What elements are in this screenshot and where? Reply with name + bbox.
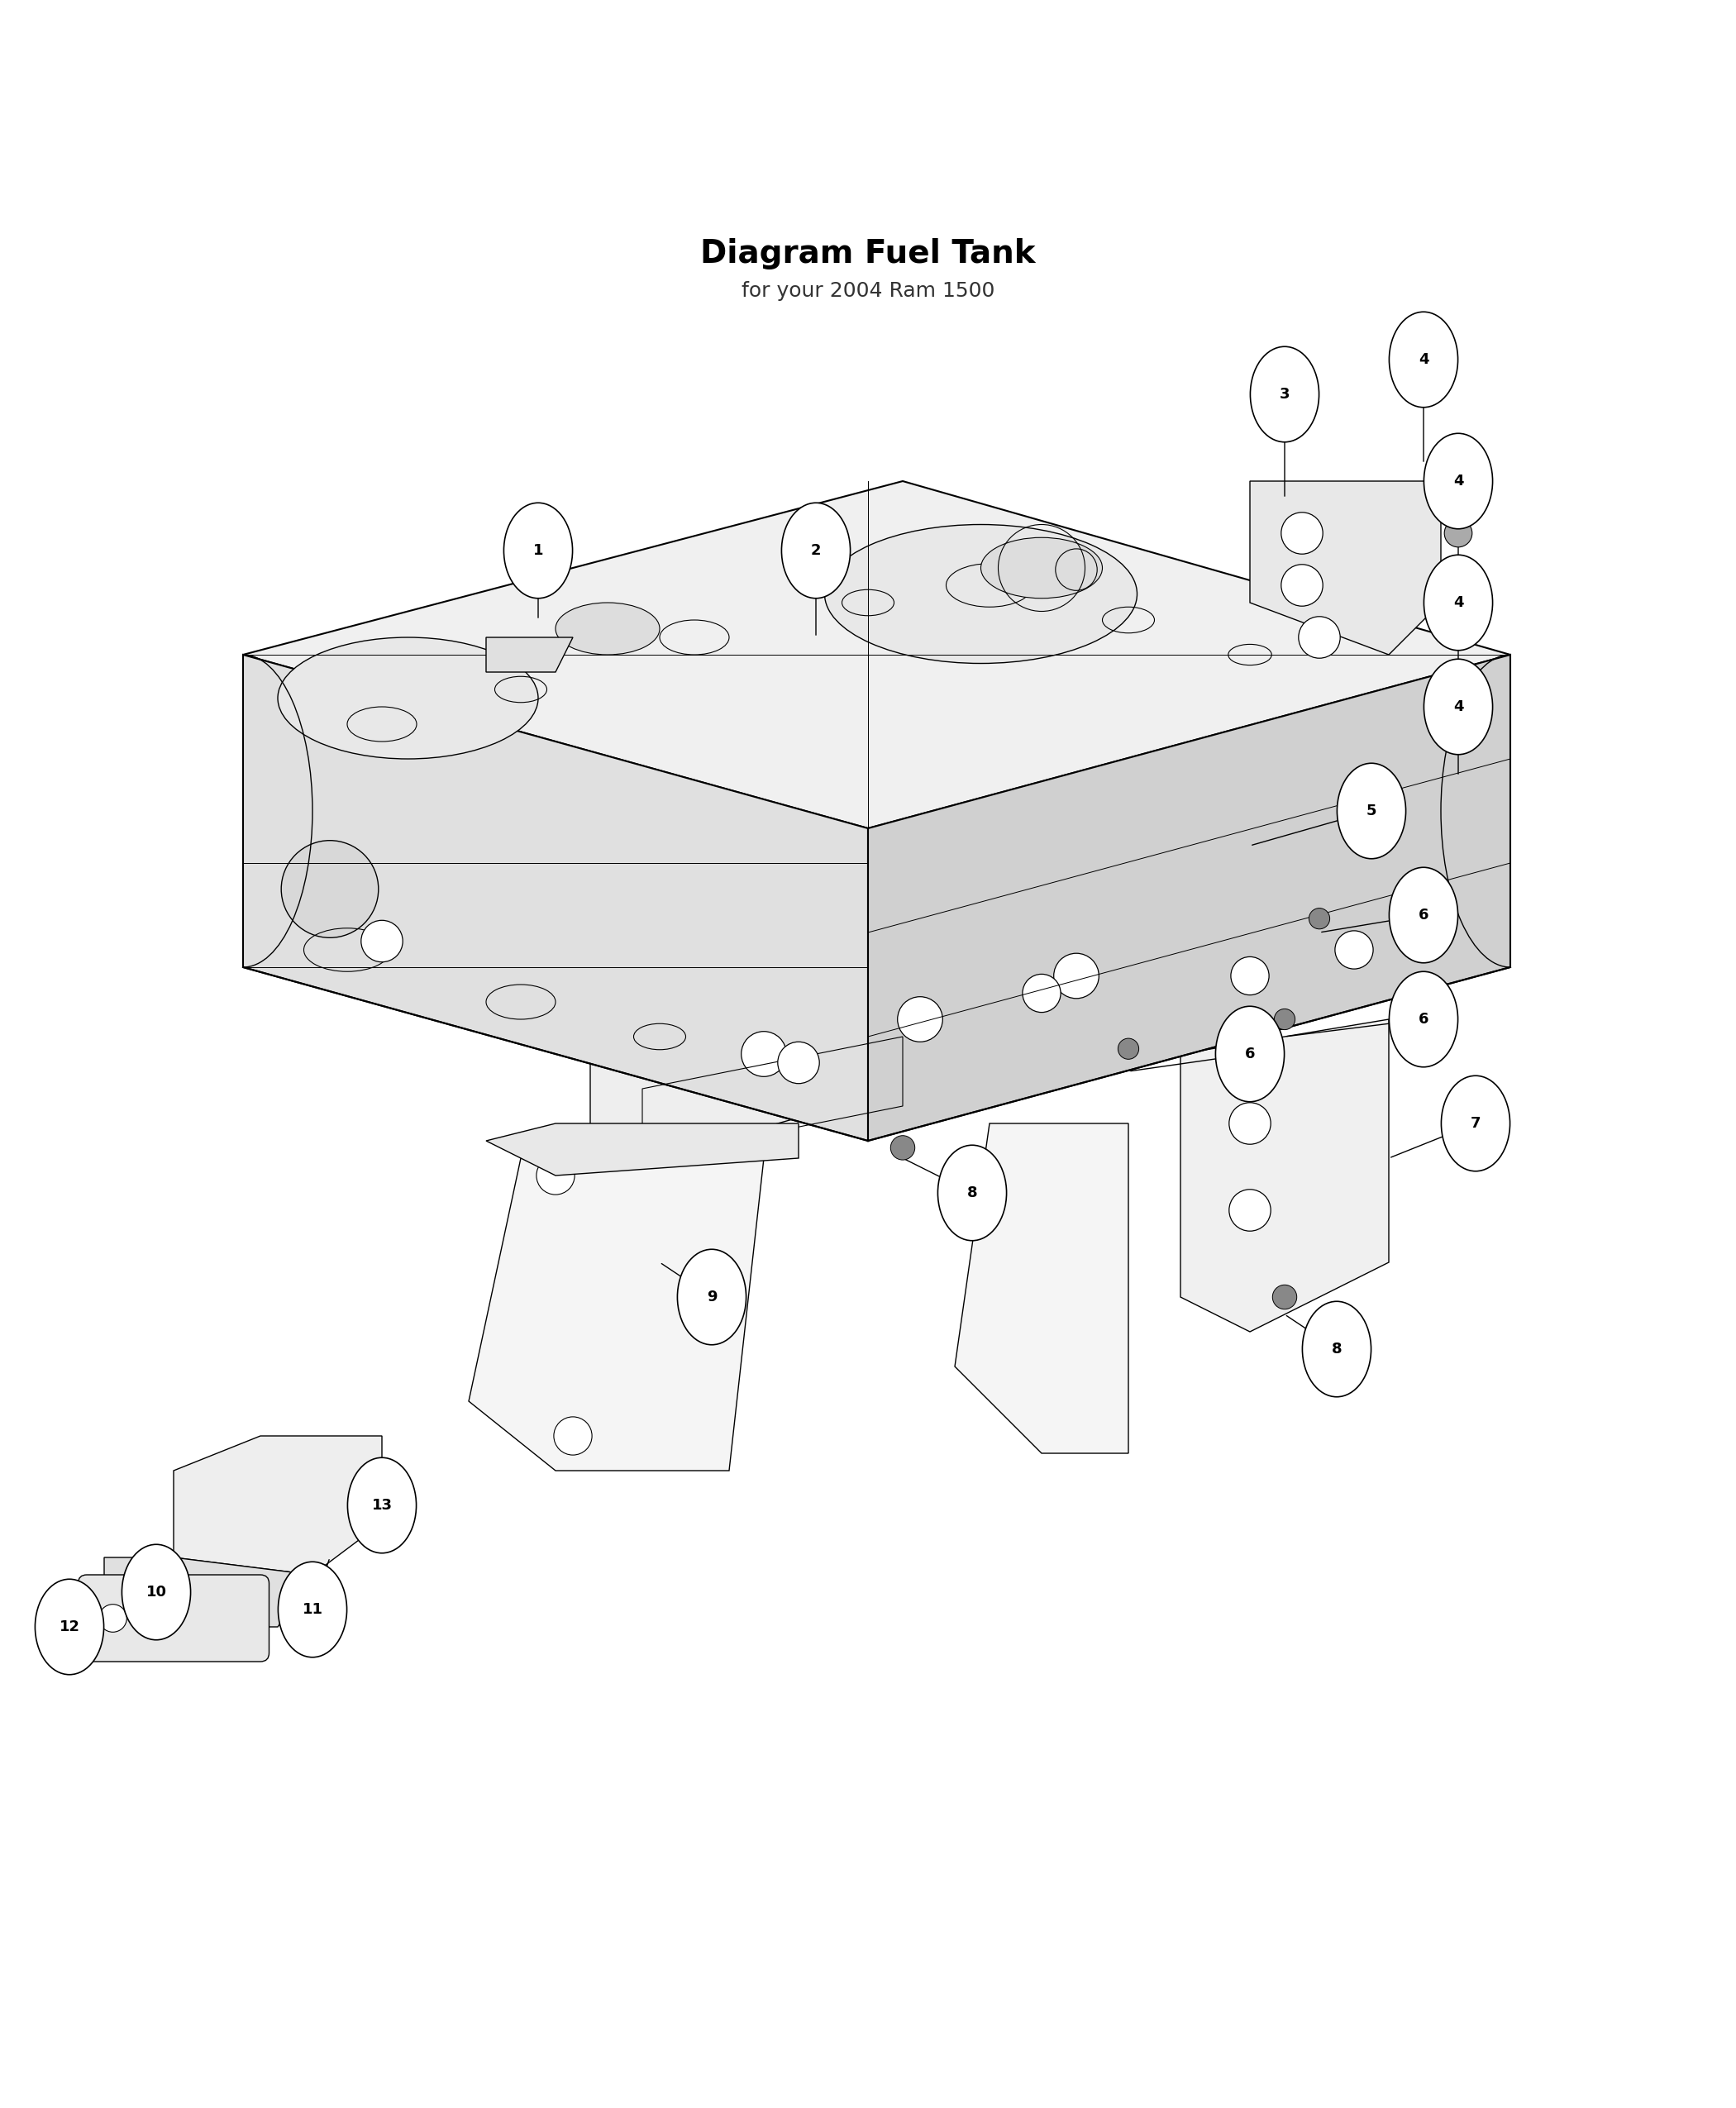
Text: 3: 3 — [1279, 388, 1290, 403]
Circle shape — [1444, 519, 1472, 548]
Circle shape — [554, 1417, 592, 1455]
Text: 4: 4 — [1453, 700, 1463, 715]
Ellipse shape — [122, 1545, 191, 1640]
Polygon shape — [104, 1558, 312, 1627]
Ellipse shape — [1389, 972, 1458, 1067]
Polygon shape — [469, 1157, 764, 1471]
Polygon shape — [590, 881, 1215, 1176]
Circle shape — [99, 1604, 127, 1632]
Ellipse shape — [1250, 346, 1319, 443]
Text: Diagram Fuel Tank: Diagram Fuel Tank — [700, 238, 1036, 270]
Circle shape — [778, 1041, 819, 1084]
Polygon shape — [1180, 1020, 1389, 1332]
Ellipse shape — [1441, 1075, 1510, 1172]
Circle shape — [1118, 1039, 1139, 1058]
Ellipse shape — [1424, 434, 1493, 529]
Circle shape — [1444, 445, 1472, 472]
Ellipse shape — [35, 1579, 104, 1674]
Text: 7: 7 — [1470, 1115, 1481, 1130]
Circle shape — [1023, 974, 1061, 1012]
Circle shape — [1281, 565, 1323, 607]
Text: 5: 5 — [1366, 803, 1377, 818]
Ellipse shape — [278, 1562, 347, 1657]
Ellipse shape — [503, 504, 573, 599]
Circle shape — [1281, 512, 1323, 554]
Text: 9: 9 — [707, 1290, 717, 1305]
Polygon shape — [1250, 481, 1441, 656]
Circle shape — [1444, 675, 1472, 704]
Circle shape — [1231, 957, 1269, 995]
Circle shape — [1309, 909, 1330, 930]
Circle shape — [536, 1157, 575, 1195]
Polygon shape — [486, 637, 573, 672]
FancyBboxPatch shape — [78, 1575, 269, 1661]
Circle shape — [1054, 953, 1099, 999]
Circle shape — [1229, 1189, 1271, 1231]
Polygon shape — [868, 656, 1510, 1140]
Text: 12: 12 — [59, 1619, 80, 1634]
Polygon shape — [243, 481, 1510, 828]
Ellipse shape — [1337, 763, 1406, 858]
Ellipse shape — [278, 637, 538, 759]
Circle shape — [891, 1136, 915, 1159]
Text: 4: 4 — [1453, 594, 1463, 609]
Text: 13: 13 — [372, 1499, 392, 1514]
Circle shape — [1335, 932, 1373, 970]
Circle shape — [1229, 1102, 1271, 1145]
Circle shape — [1299, 616, 1340, 658]
Circle shape — [1272, 1286, 1297, 1309]
Ellipse shape — [825, 525, 1137, 664]
Ellipse shape — [556, 603, 660, 656]
Ellipse shape — [937, 1145, 1007, 1242]
Text: 4: 4 — [1418, 352, 1429, 367]
Ellipse shape — [1389, 312, 1458, 407]
Circle shape — [898, 997, 943, 1041]
Circle shape — [1444, 601, 1472, 628]
Text: 6: 6 — [1418, 1012, 1429, 1027]
Ellipse shape — [1389, 866, 1458, 963]
Text: 6: 6 — [1418, 909, 1429, 923]
Text: 10: 10 — [146, 1585, 167, 1600]
Polygon shape — [486, 1124, 799, 1176]
Circle shape — [741, 1031, 786, 1077]
Circle shape — [1274, 1010, 1295, 1029]
Text: 11: 11 — [302, 1602, 323, 1617]
Text: 8: 8 — [967, 1185, 977, 1199]
Ellipse shape — [347, 1457, 417, 1554]
Polygon shape — [955, 1124, 1128, 1452]
Circle shape — [281, 841, 378, 938]
Circle shape — [361, 921, 403, 961]
Text: 6: 6 — [1245, 1046, 1255, 1062]
Text: for your 2004 Ram 1500: for your 2004 Ram 1500 — [741, 282, 995, 301]
Text: 2: 2 — [811, 544, 821, 559]
Ellipse shape — [1424, 554, 1493, 651]
Ellipse shape — [781, 504, 851, 599]
Ellipse shape — [1302, 1301, 1371, 1398]
Text: 4: 4 — [1453, 474, 1463, 489]
Ellipse shape — [981, 538, 1102, 599]
Ellipse shape — [1215, 1006, 1285, 1102]
Text: 1: 1 — [533, 544, 543, 559]
Polygon shape — [174, 1436, 382, 1575]
Ellipse shape — [1424, 660, 1493, 755]
Text: 8: 8 — [1332, 1341, 1342, 1358]
Ellipse shape — [677, 1250, 746, 1345]
Polygon shape — [243, 656, 868, 1140]
